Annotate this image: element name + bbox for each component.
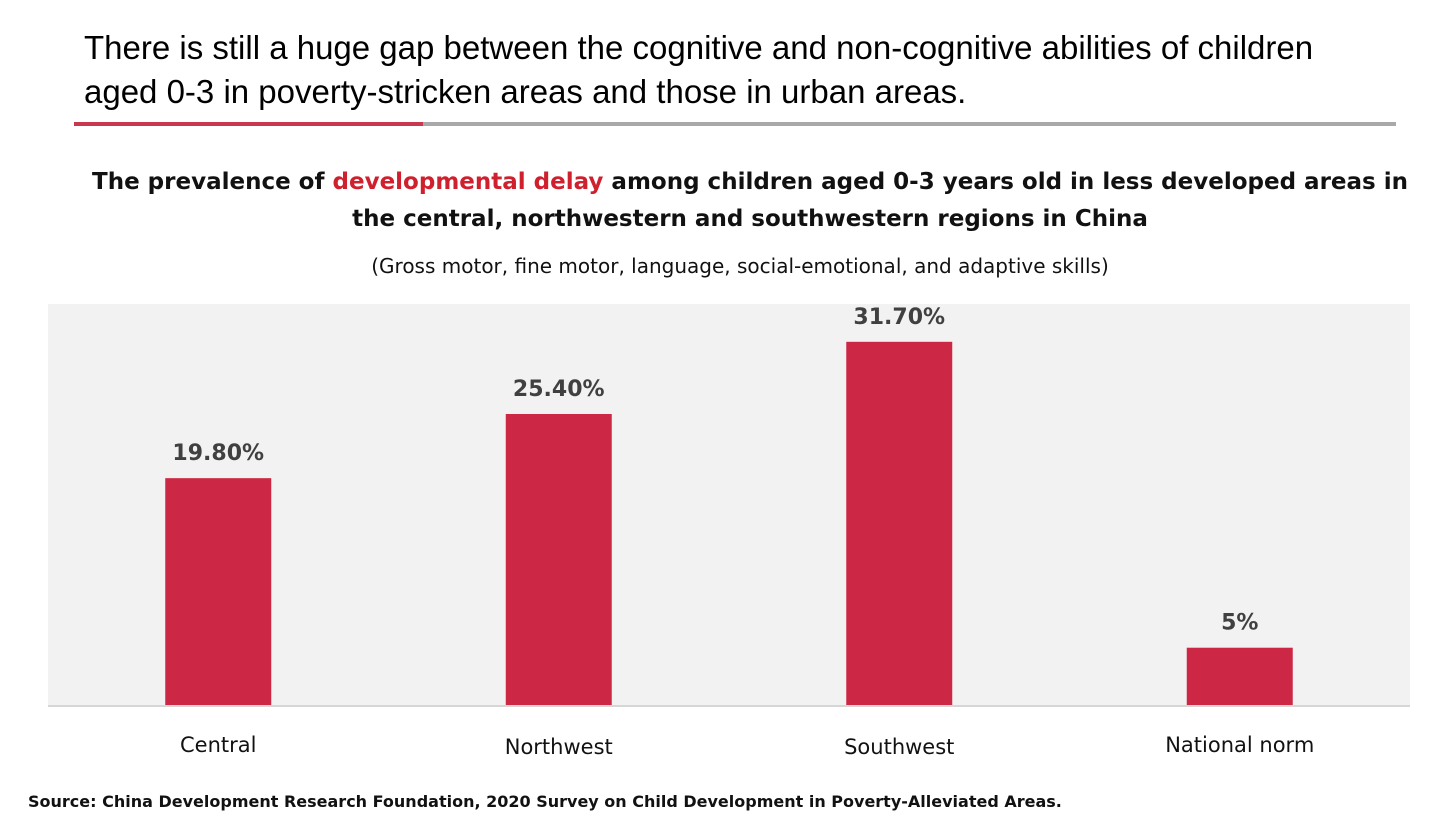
value-label: 5% bbox=[1221, 611, 1258, 636]
category-label: National norm bbox=[1165, 733, 1314, 757]
chart-title-highlight: developmental delay bbox=[332, 169, 604, 195]
value-label: 19.80% bbox=[172, 441, 264, 466]
chart-title-part1: The prevalence of bbox=[92, 169, 333, 195]
bar-chart: 19.80% Central 25.40% Northwest 31.70% Southw… bbox=[48, 304, 1410, 759]
value-label: 31.70% bbox=[853, 305, 945, 330]
category-label: Northwest bbox=[505, 735, 613, 759]
chart-title-part2: among children aged 0-3 years old in les… bbox=[352, 169, 1408, 232]
divider-rule bbox=[423, 122, 1396, 126]
category-label: Southwest bbox=[844, 735, 954, 759]
category-label: Central bbox=[180, 733, 256, 757]
source-note: Source: China Development Research Found… bbox=[28, 792, 1062, 811]
headline: There is still a huge gap between the co… bbox=[84, 29, 1314, 110]
plot-area bbox=[48, 304, 1410, 705]
chart-title: The prevalence of developmental delay am… bbox=[90, 164, 1410, 238]
accent-rule bbox=[74, 122, 423, 126]
bar-national-norm bbox=[1186, 647, 1293, 705]
chart-subtitle: (Gross motor, fine motor, language, soci… bbox=[371, 254, 1109, 278]
bars: 19.80% Central 25.40% Northwest 31.70% Southw… bbox=[165, 305, 1314, 759]
bar-northwest bbox=[505, 413, 612, 705]
bar-southwest bbox=[846, 341, 953, 705]
bar-central bbox=[165, 478, 272, 705]
value-label: 25.40% bbox=[513, 377, 605, 402]
